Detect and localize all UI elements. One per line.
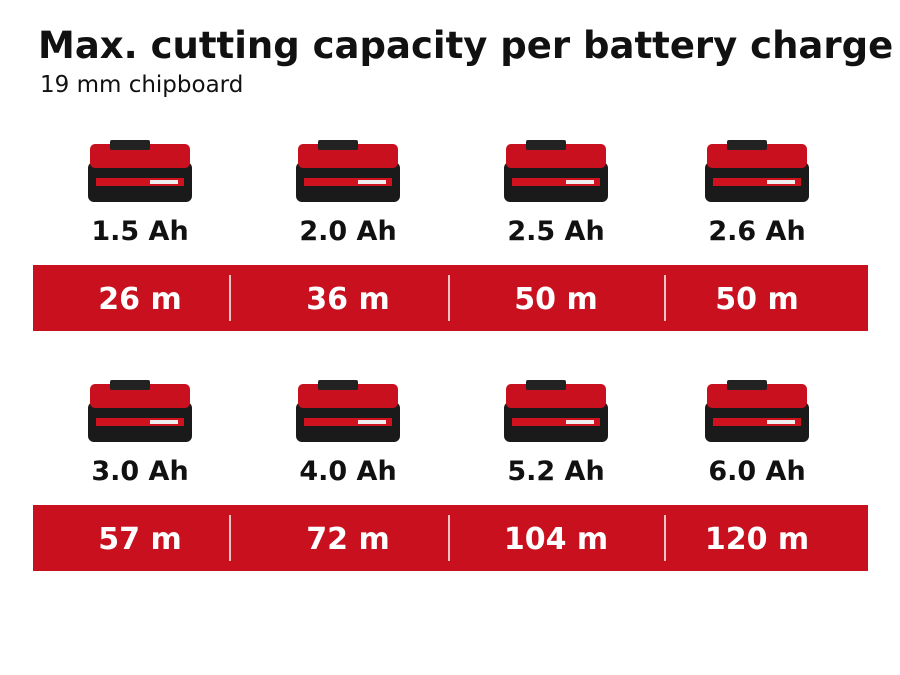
battery-icon (296, 140, 400, 202)
capacity-label: 1.5 Ah (91, 216, 188, 247)
cutting-value: 50 m (715, 282, 798, 317)
cutting-value: 57 m (98, 522, 181, 557)
capacity-label: 2.5 Ah (507, 216, 604, 247)
capacity-label: 2.6 Ah (708, 216, 805, 247)
battery-icon (88, 380, 192, 442)
cutting-value: 50 m (514, 282, 597, 317)
cutting-value: 36 m (306, 282, 389, 317)
capacity-label: 2.0 Ah (299, 216, 396, 247)
battery-icon (504, 380, 608, 442)
rows: 1.5 Ah 26 m 2.0 Ah 36 m 2.5 Ah 50 m 2.6 Ah 50 m… (33, 140, 868, 571)
capacity-label: 5.2 Ah (507, 456, 604, 487)
battery-icon (296, 380, 400, 442)
battery-icon (705, 140, 809, 202)
capacity-label: 6.0 Ah (708, 456, 805, 487)
capacity-label: 3.0 Ah (91, 456, 188, 487)
battery-icon (705, 380, 809, 442)
cutting-value: 26 m (98, 282, 181, 317)
cutting-value: 104 m (504, 522, 608, 557)
battery-icon (88, 140, 192, 202)
cutting-value: 120 m (705, 522, 809, 557)
value-band (33, 505, 868, 571)
title: Max. cutting capacity per battery charge (38, 24, 893, 67)
battery-icon (504, 140, 608, 202)
capacity-label: 4.0 Ah (299, 456, 396, 487)
cutting-value: 72 m (306, 522, 389, 557)
value-band (33, 265, 868, 331)
subtitle: 19 mm chipboard (40, 72, 243, 98)
